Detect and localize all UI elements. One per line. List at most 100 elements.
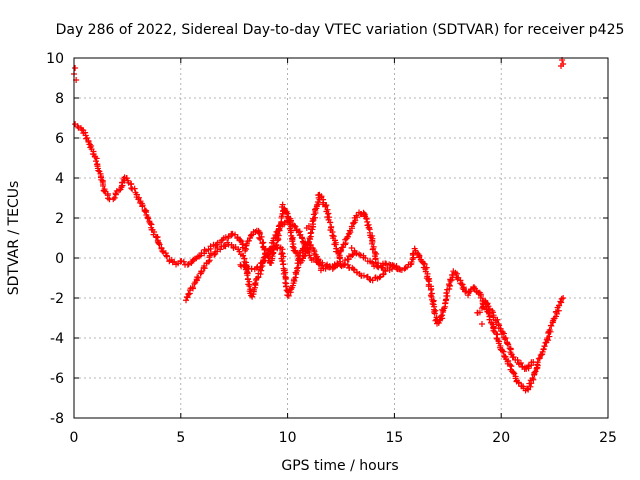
data-marker [535,355,542,362]
data-marker [211,251,218,258]
data-marker [525,363,532,370]
x-tick-label: 0 [70,430,79,446]
data-marker [541,343,548,350]
data-marker [145,215,152,222]
y-tick-label: -4 [50,331,64,347]
data-marker [527,383,534,390]
data-marker [505,341,512,348]
x-tick-label: 25 [599,430,617,446]
data-marker [344,233,351,240]
data-marker [156,241,163,248]
data-marker [82,129,89,136]
data-marker [158,244,165,251]
data-marker [237,261,244,268]
data-marker [184,261,191,268]
data-points [71,57,567,394]
data-marker [185,291,192,298]
plot-frame [73,57,609,419]
data-marker [291,222,298,229]
data-marker [294,265,301,272]
data-marker [336,252,343,259]
data-marker [289,243,296,250]
data-marker [501,336,508,343]
data-marker [540,346,547,353]
data-marker [560,295,567,301]
data-marker [553,308,560,315]
data-marker [95,167,102,174]
data-marker [111,194,118,201]
y-tick-label: 2 [55,211,64,227]
data-marker [276,222,283,229]
data-marker [546,333,553,340]
data-marker [324,261,331,268]
chart-title: Day 286 of 2022, Sidereal Day-to-day VTE… [56,22,625,38]
y-tick-label: -8 [50,411,64,427]
data-marker [327,219,334,226]
data-marker [360,272,367,279]
data-marker [228,232,235,239]
data-marker [160,248,167,255]
data-marker [189,284,196,291]
data-marker [502,334,509,341]
data-marker [278,250,285,257]
data-marker [259,240,266,247]
data-marker [376,274,383,281]
data-marker [194,274,201,281]
data-marker [411,245,418,252]
data-marker [502,353,509,360]
data-marker [295,264,302,271]
data-marker [514,356,521,363]
data-marker [249,293,256,300]
data-marker [244,272,251,279]
data-marker [248,232,255,239]
y-tick-label: 0 [55,251,64,267]
data-marker [439,312,446,319]
x-tick-label: 20 [492,430,510,446]
y-tick-label: -2 [50,291,64,307]
x-tick-label: 15 [385,430,403,446]
data-marker [454,270,461,277]
outlier-marker [305,223,312,229]
data-marker [131,185,138,192]
data-marker [557,298,564,305]
data-marker [490,314,497,321]
data-marker [432,307,439,314]
data-marker [246,283,253,290]
data-marker [490,327,497,334]
data-marker [300,239,307,246]
data-marker [531,369,538,376]
data-marker [185,261,192,268]
axis-ticks: 0 5 10 15 20 25 -8 -6 -4 -2 0 2 4 6 8 10 [46,51,617,446]
data-marker [407,261,414,268]
data-marker [251,280,258,287]
data-marker [289,238,296,245]
data-marker [529,375,536,382]
data-marker [383,260,390,267]
data-marker [225,233,232,240]
data-marker [198,268,205,275]
data-marker [476,309,483,316]
data-marker [415,251,422,258]
data-marker [322,203,329,210]
y-tick-label: -6 [50,371,64,387]
data-marker [459,285,466,292]
y-tick-label: 6 [55,131,64,147]
y-tick-label: 8 [55,91,64,107]
data-marker [245,237,252,244]
data-marker [325,210,332,217]
x-axis-label: GPS time / hours [281,458,398,474]
outlier-marker [478,321,485,327]
data-marker [510,369,517,376]
data-marker [477,294,484,301]
data-marker [555,307,562,314]
data-marker [101,188,108,195]
data-marker [180,258,187,265]
data-marker [530,359,537,365]
data-marker [368,240,375,247]
data-marker [243,240,250,247]
outlier-marker [560,61,567,67]
data-marker [155,240,162,247]
x-tick-label: 5 [176,430,185,446]
data-marker [504,340,511,347]
data-marker [287,229,294,236]
